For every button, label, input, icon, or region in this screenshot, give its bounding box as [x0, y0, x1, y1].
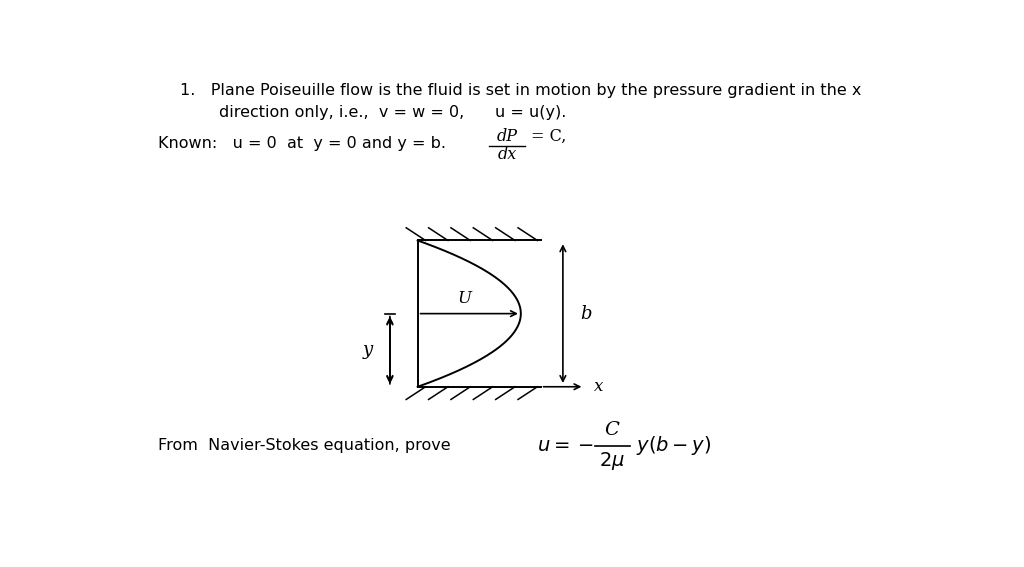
Text: C: C	[604, 421, 620, 439]
Text: 1.   Plane Poiseuille flow is the fluid is set in motion by the pressure gradien: 1. Plane Poiseuille flow is the fluid is…	[179, 83, 861, 98]
Text: b: b	[581, 304, 592, 323]
Text: x: x	[594, 378, 603, 395]
Text: Known:   u = 0  at  y = 0 and y = b.: Known: u = 0 at y = 0 and y = b.	[158, 136, 446, 151]
Text: $y(b - y)$: $y(b - y)$	[636, 434, 712, 457]
Text: From  Navier-Stokes equation, prove: From Navier-Stokes equation, prove	[158, 438, 451, 453]
Text: $u = -$: $u = -$	[537, 437, 593, 455]
Text: $2\mu$: $2\mu$	[599, 450, 625, 472]
Text: dx: dx	[498, 146, 517, 163]
Text: = C,: = C,	[531, 128, 566, 145]
Text: y: y	[362, 341, 373, 359]
Text: dP: dP	[497, 128, 518, 145]
Text: U: U	[457, 290, 471, 307]
Text: direction only, i.e.,  v = w = 0,      u = u(y).: direction only, i.e., v = w = 0, u = u(y…	[219, 105, 566, 120]
